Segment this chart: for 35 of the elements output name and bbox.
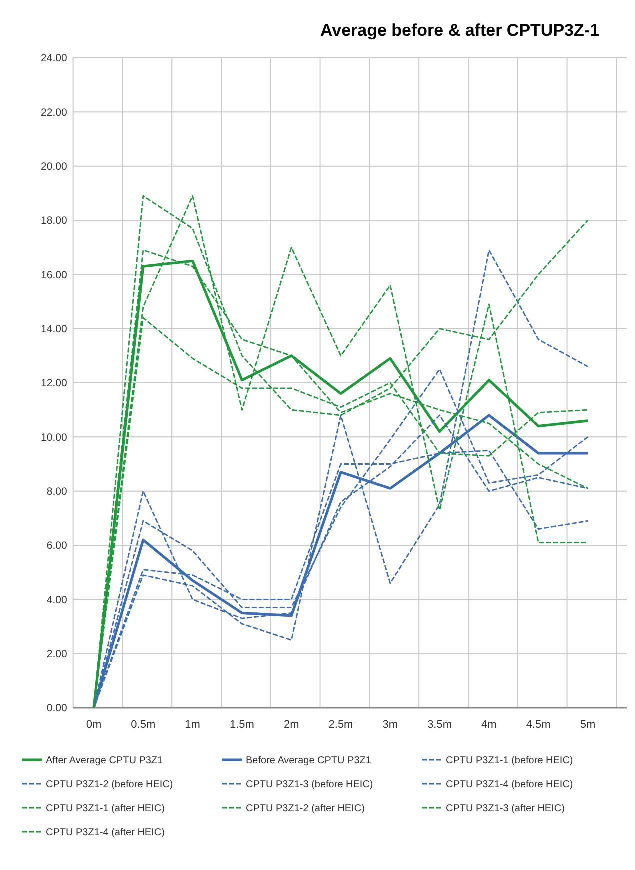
x-tick-label: 3m [382, 719, 398, 731]
legend-label: CPTU P3Z1-3 (before HEIC) [246, 780, 374, 790]
x-tick-label: 2.5m [328, 719, 354, 731]
x-tick-label: 0.5m [131, 719, 156, 731]
x-tick-label: 4m [482, 719, 497, 731]
legend-label: CPTU P3Z1-2 (before HEIC) [46, 780, 174, 790]
x-tick-label: 2m [284, 719, 300, 731]
legend-label: CPTU P3Z1-1 (after HEIC) [46, 804, 165, 814]
y-tick-label: 10.00 [41, 432, 68, 444]
y-tick-label: 0.00 [46, 702, 68, 715]
chart-title: Average before & after CPTUP3Z-1 [320, 21, 600, 40]
x-tick-label: 5m [580, 719, 596, 731]
y-tick-label: 8.00 [46, 486, 68, 498]
legend-label: CPTU P3Z1-4 (after HEIC) [46, 828, 165, 838]
y-tick-label: 12.00 [41, 378, 68, 390]
y-tick-label: 6.00 [46, 540, 68, 552]
y-tick-label: 22.00 [41, 106, 68, 119]
y-tick-label: 4.00 [46, 594, 68, 606]
legend-label: CPTU P3Z1-1 (before HEIC) [446, 756, 574, 766]
x-tick-label: 4.5m [526, 719, 551, 731]
legend-label: Before Average CPTU P3Z1 [246, 756, 372, 766]
y-tick-label: 2.00 [46, 648, 68, 661]
y-tick-label: 16.00 [41, 269, 68, 282]
x-tick-label: 0m [86, 719, 102, 731]
legend-label: CPTU P3Z1-3 (after HEIC) [446, 804, 565, 814]
x-tick-label: 1.5m [230, 719, 254, 731]
legend-label: CPTU P3Z1-4 (before HEIC) [446, 780, 574, 790]
x-tick-label: 3.5m [428, 719, 452, 731]
x-tick-label: 1m [185, 719, 200, 731]
y-tick-label: 20.00 [41, 161, 68, 174]
y-tick-label: 14.00 [41, 324, 68, 336]
legend-label: CPTU P3Z1-2 (after HEIC) [246, 804, 365, 814]
y-tick-label: 18.00 [41, 215, 68, 228]
y-tick-label: 24.00 [41, 52, 68, 65]
legend-label: After Average CPTU P3Z1 [46, 756, 164, 766]
